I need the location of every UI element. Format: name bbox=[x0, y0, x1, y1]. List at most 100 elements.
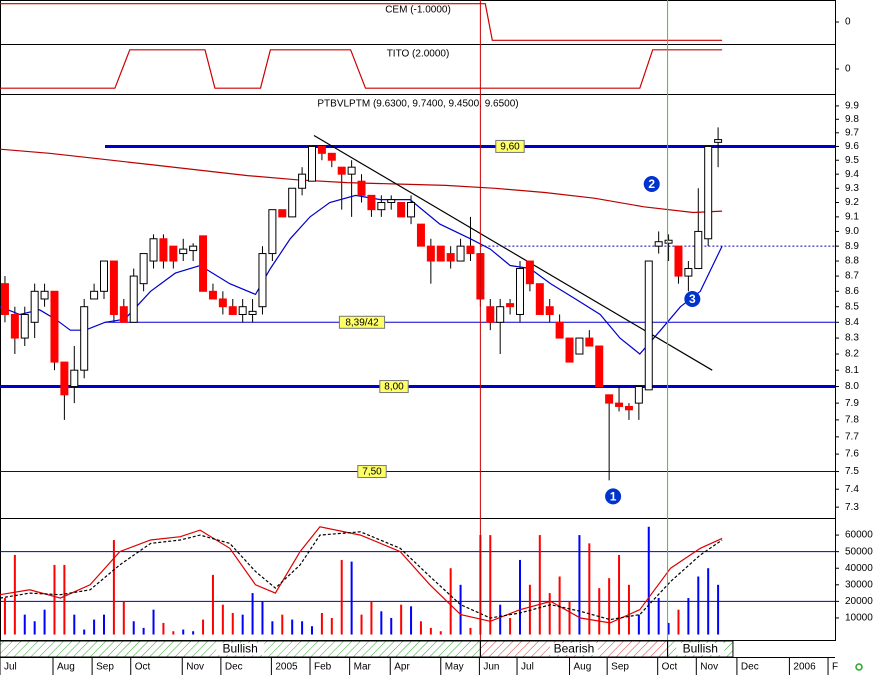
volume-bar bbox=[23, 614, 26, 635]
volume-bar bbox=[469, 627, 472, 635]
volume-bar bbox=[608, 578, 611, 635]
volume-bar bbox=[192, 631, 195, 635]
candle-body bbox=[70, 369, 79, 388]
candle-body bbox=[565, 337, 574, 363]
panel bbox=[0, 3, 723, 41]
volume-bar bbox=[211, 574, 214, 635]
candle-body bbox=[456, 245, 465, 262]
x-tick-label: Dec bbox=[741, 662, 759, 673]
volume-bar bbox=[538, 535, 541, 635]
candle-body bbox=[664, 239, 673, 244]
volume-bar bbox=[568, 601, 571, 635]
candle-body bbox=[0, 283, 9, 315]
candle-body bbox=[208, 290, 217, 300]
volume-bar bbox=[251, 593, 254, 635]
annotation-marker bbox=[643, 176, 660, 193]
volume-bar bbox=[717, 584, 720, 635]
candle-body bbox=[317, 145, 326, 154]
candle-body bbox=[436, 245, 445, 262]
volume-bar bbox=[202, 619, 205, 635]
y-tick-label: 8.1 bbox=[845, 365, 859, 376]
volume-bar bbox=[410, 606, 413, 635]
region-label: Bearish bbox=[554, 642, 595, 656]
series-line bbox=[0, 526, 723, 624]
candle-body bbox=[218, 298, 227, 308]
annotation-marker bbox=[605, 488, 622, 505]
candle-body bbox=[624, 405, 633, 411]
candle-body bbox=[634, 386, 643, 404]
y-tick-label: 9.8 bbox=[845, 114, 859, 125]
candle-body bbox=[248, 310, 257, 315]
volume-bar bbox=[330, 617, 333, 635]
volume-bar bbox=[83, 629, 86, 635]
candle-body bbox=[486, 306, 495, 323]
volume-bar bbox=[320, 612, 323, 635]
candle-body bbox=[674, 245, 683, 277]
region-label-box bbox=[549, 643, 598, 655]
region-label: Bullish bbox=[683, 642, 718, 656]
volume-bar bbox=[697, 576, 700, 635]
y-tick-label: 60000 bbox=[845, 530, 873, 541]
volume-bar bbox=[657, 598, 660, 635]
volume-bar bbox=[618, 554, 621, 635]
x-tick-label: Dec bbox=[225, 662, 243, 673]
x-tick-label: Aug bbox=[574, 662, 592, 673]
y-tick-label: 8.3 bbox=[845, 333, 859, 344]
candle-body bbox=[327, 152, 336, 161]
candle-body bbox=[100, 260, 108, 292]
volume-bar bbox=[231, 612, 234, 635]
x-tick-label: F bbox=[832, 662, 838, 673]
volume-bar bbox=[459, 584, 462, 635]
candle-body bbox=[228, 306, 237, 315]
y-tick-label: 8.5 bbox=[845, 301, 859, 312]
candle-body bbox=[595, 345, 604, 388]
panel-title: CEM (-1.0000) bbox=[385, 5, 451, 16]
candle-body bbox=[139, 253, 148, 285]
volume-bar bbox=[380, 611, 383, 635]
volume-bar bbox=[419, 621, 422, 635]
series-line bbox=[0, 531, 723, 621]
series-line bbox=[0, 148, 723, 214]
panel-frame bbox=[0, 518, 836, 641]
annotation-label: 3 bbox=[689, 292, 696, 306]
x-tick-label: Aug bbox=[57, 662, 75, 673]
annotation-label: 2 bbox=[648, 177, 655, 191]
y-tick-label: 7.8 bbox=[845, 415, 859, 426]
volume-bar bbox=[509, 617, 512, 635]
panel-frame bbox=[0, 0, 836, 45]
level-label-box bbox=[357, 465, 387, 479]
candle-body bbox=[159, 238, 168, 262]
x-tick-label: Oct bbox=[135, 662, 151, 673]
x-tick-label: 2006 bbox=[793, 662, 816, 673]
x-tick-label: Oct bbox=[662, 662, 678, 673]
y-tick-label: 9.3 bbox=[845, 183, 859, 194]
volume-bar bbox=[637, 614, 640, 635]
volume-bar bbox=[647, 526, 650, 635]
candle-body bbox=[397, 201, 406, 218]
x-tick-label: Jul bbox=[521, 662, 534, 673]
annotation-label: 1 bbox=[610, 490, 617, 504]
candle-body bbox=[20, 313, 29, 339]
candle-body bbox=[694, 230, 703, 270]
candle-body bbox=[298, 173, 307, 189]
candle-body bbox=[387, 199, 396, 203]
x-tick-label: Apr bbox=[394, 662, 410, 673]
candle-body bbox=[337, 166, 346, 175]
panel-title: PTBVLPTM (9.6300, 9.7400, 9.4500, 9.6500… bbox=[317, 99, 518, 110]
candle-body bbox=[347, 166, 356, 175]
volume-bar bbox=[261, 601, 264, 635]
candle-body bbox=[30, 290, 39, 323]
candle-body bbox=[90, 290, 99, 300]
volume-bar bbox=[142, 627, 145, 635]
volume-bar bbox=[489, 535, 492, 635]
panel bbox=[0, 526, 835, 635]
candle-body bbox=[189, 245, 198, 252]
candle-body bbox=[407, 201, 416, 218]
y-tick-label: 8.2 bbox=[845, 349, 859, 360]
y-tick-label: 8.9 bbox=[845, 241, 859, 252]
volume-bar bbox=[132, 621, 135, 635]
candle-body bbox=[119, 306, 128, 323]
y-tick-label: 0 bbox=[845, 64, 851, 75]
y-tick-label: 30000 bbox=[845, 579, 873, 590]
